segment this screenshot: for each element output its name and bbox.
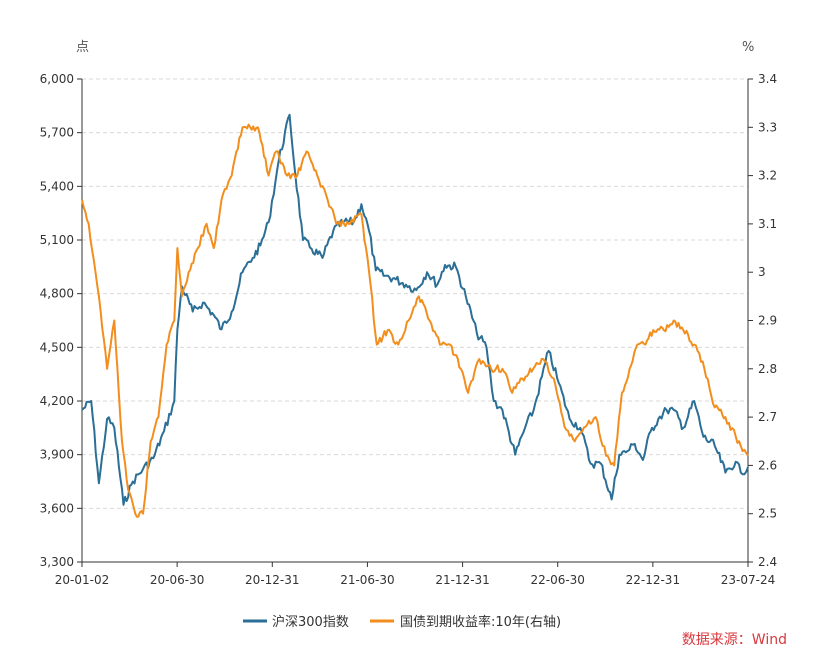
right-tick-label: 2.4 bbox=[758, 555, 777, 569]
right-tick-label: 3.4 bbox=[758, 72, 777, 86]
x-axis-ticks: 20-01-02 20-06-30 20-12-31 21-06-30 21-12-31… bbox=[55, 562, 775, 587]
right-tick-label: 3 bbox=[758, 265, 766, 279]
source-note: 数据来源：Wind bbox=[681, 632, 787, 648]
x-tick-label: 22-12-31 bbox=[626, 573, 680, 587]
left-tick-label: 6,000 bbox=[40, 72, 74, 86]
left-tick-label: 3,300 bbox=[40, 555, 74, 569]
legend-label-hs300: 沪深300指数 bbox=[272, 614, 349, 630]
left-tick-label: 5,100 bbox=[40, 233, 74, 247]
x-tick-label: 21-06-30 bbox=[340, 573, 394, 587]
x-tick-label: 22-06-30 bbox=[530, 573, 584, 587]
left-axis-unit: 点 bbox=[76, 40, 89, 55]
right-tick-label: 2.9 bbox=[758, 314, 777, 328]
x-tick-label: 20-06-30 bbox=[150, 573, 204, 587]
left-tick-label: 4,800 bbox=[40, 287, 74, 301]
right-axis-ticks: 2.4 2.5 2.6 2.7 2.8 2.9 3 3.1 3.2 3.3 3.4 bbox=[748, 72, 777, 569]
x-tick-label: 20-01-02 bbox=[55, 573, 109, 587]
x-tick-label: 20-12-31 bbox=[245, 573, 299, 587]
right-tick-label: 2.6 bbox=[758, 458, 777, 472]
left-tick-label: 3,600 bbox=[40, 501, 74, 515]
legend-label-bond-yield: 国债到期收益率:10年(右轴) bbox=[400, 614, 561, 630]
left-tick-label: 3,900 bbox=[40, 448, 74, 462]
series-line-bond-yield bbox=[81, 123, 749, 518]
left-tick-label: 4,200 bbox=[40, 394, 74, 408]
legend: 沪深300指数 国债到期收益率:10年(右轴) bbox=[243, 614, 561, 630]
right-axis-unit: % bbox=[742, 40, 754, 55]
left-axis-ticks: 3,300 3,600 3,900 4,200 4,500 4,800 5,100 5,400… bbox=[40, 72, 82, 569]
series-line-hs300 bbox=[81, 113, 749, 506]
x-tick-label: 21-12-31 bbox=[435, 573, 489, 587]
x-tick-label: 23-07-24 bbox=[721, 573, 775, 587]
left-tick-label: 4,500 bbox=[40, 340, 74, 354]
series-lines bbox=[81, 113, 749, 518]
right-tick-label: 3.2 bbox=[758, 169, 777, 183]
right-tick-label: 2.7 bbox=[758, 410, 777, 424]
right-tick-label: 2.8 bbox=[758, 362, 777, 376]
right-tick-label: 3.1 bbox=[758, 217, 777, 231]
left-tick-label: 5,700 bbox=[40, 126, 74, 140]
right-tick-label: 2.5 bbox=[758, 507, 777, 521]
left-tick-label: 5,400 bbox=[40, 179, 74, 193]
right-tick-label: 3.3 bbox=[758, 120, 777, 134]
